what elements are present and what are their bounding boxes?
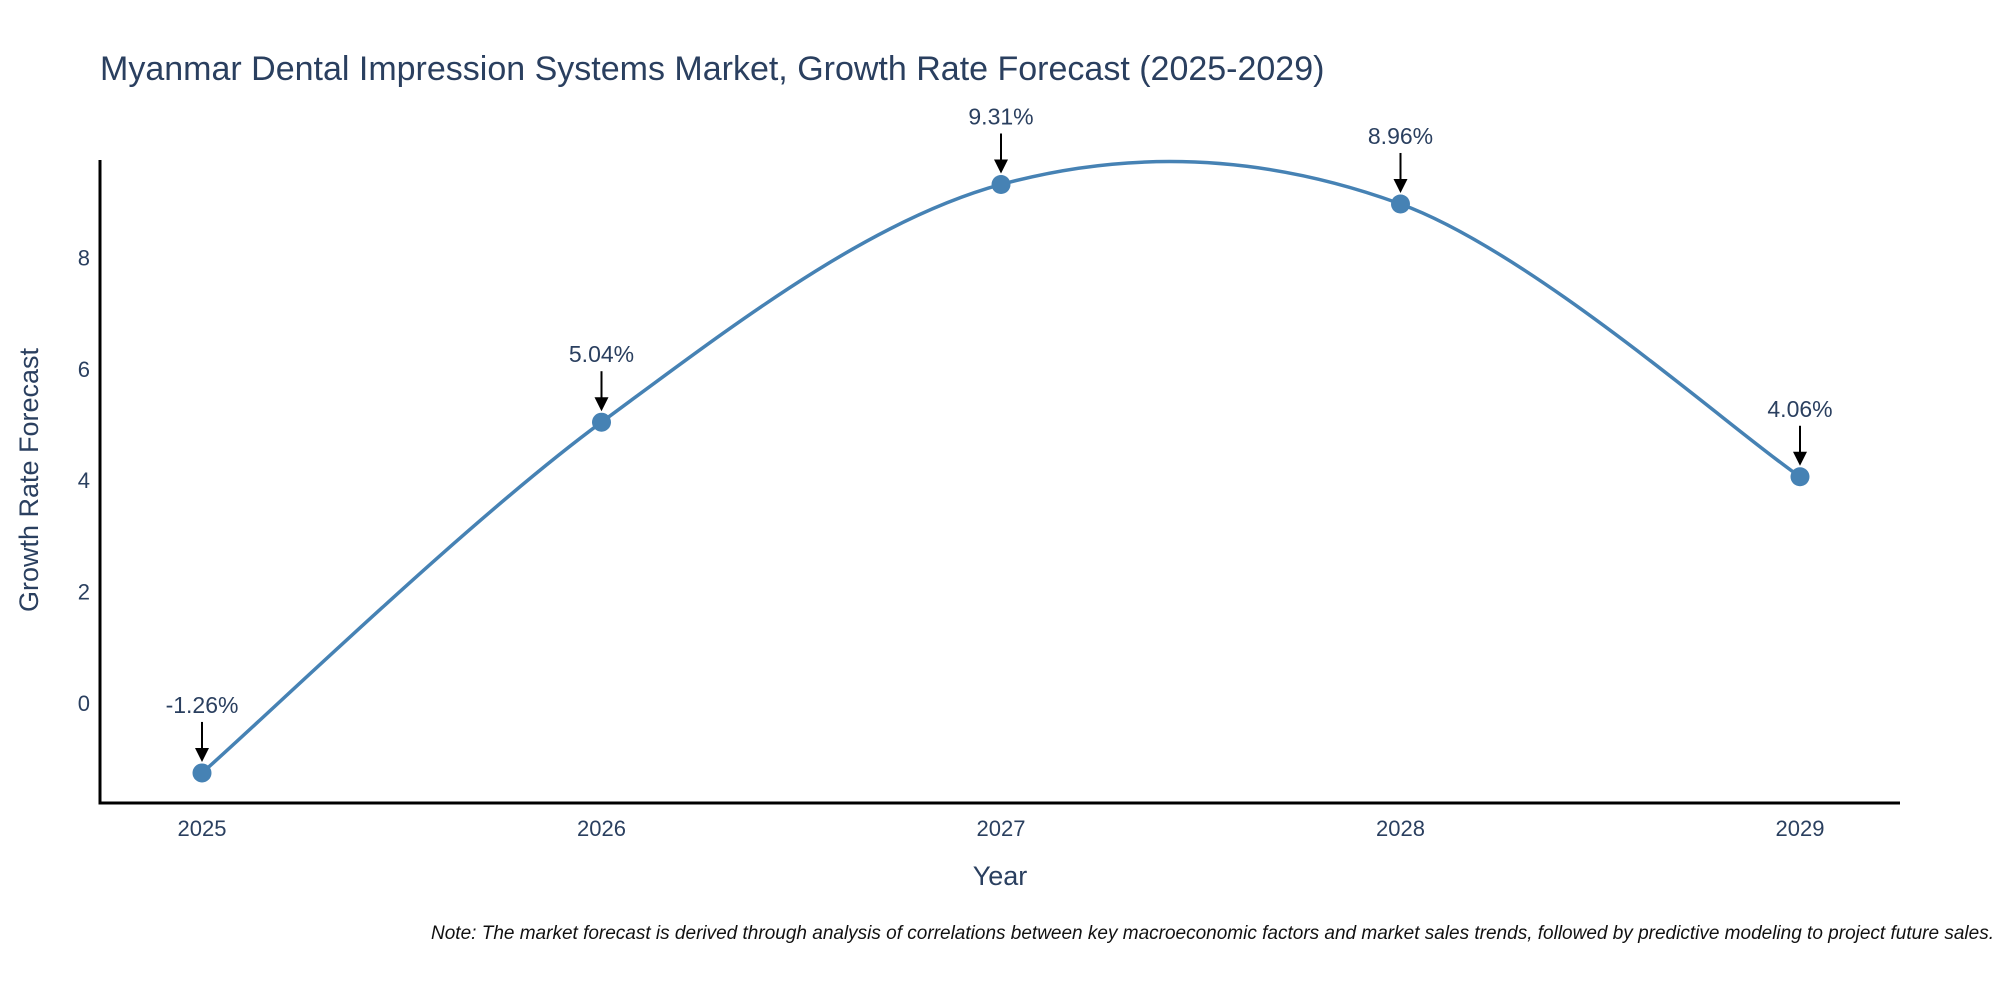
data-point xyxy=(991,174,1011,194)
data-point xyxy=(592,412,611,432)
chart-title: Myanmar Dental Impression Systems Market… xyxy=(100,50,1324,88)
data-label: 8.96% xyxy=(1368,123,1433,149)
data-label: -1.26% xyxy=(166,692,239,718)
annotation-arrow-head xyxy=(1393,178,1408,193)
series-line xyxy=(200,159,1801,775)
data-annotations: -1.26% 5.04% 9.31% 8.96% 4.06% xyxy=(166,103,1833,762)
y-tick-label: 8 xyxy=(78,245,90,270)
y-tick-label: 4 xyxy=(78,468,90,493)
annotation-arrow-head xyxy=(994,159,1008,174)
data-label: 9.31% xyxy=(968,103,1033,129)
x-tick-label: 2027 xyxy=(977,816,1026,841)
data-label: 4.06% xyxy=(1767,396,1832,422)
annotation-arrow-head xyxy=(1793,451,1807,466)
data-label: 5.04% xyxy=(569,341,634,367)
x-axis-title: Year xyxy=(973,861,1028,891)
x-tick-label: 2025 xyxy=(178,816,227,841)
x-tick-label: 2026 xyxy=(577,816,626,841)
data-point xyxy=(1391,194,1410,214)
y-axis-ticks: 0 2 4 6 8 xyxy=(78,245,90,715)
x-tick-label: 2028 xyxy=(1376,816,1425,841)
x-axis-ticks: 2025 2026 2027 2028 2029 xyxy=(178,816,1825,841)
annotation-arrow-head xyxy=(594,397,609,412)
data-markers xyxy=(192,174,1810,783)
y-tick-label: 0 xyxy=(78,691,90,716)
data-point xyxy=(192,763,212,783)
y-tick-label: 2 xyxy=(78,579,90,604)
footnote: Note: The market forecast is derived thr… xyxy=(431,923,1994,944)
annotation-arrow-head xyxy=(195,747,209,762)
y-tick-label: 6 xyxy=(78,357,90,382)
x-tick-label: 2029 xyxy=(1776,816,1825,841)
data-point xyxy=(1790,467,1810,487)
y-axis-title: Growth Rate Forecast xyxy=(14,347,44,612)
